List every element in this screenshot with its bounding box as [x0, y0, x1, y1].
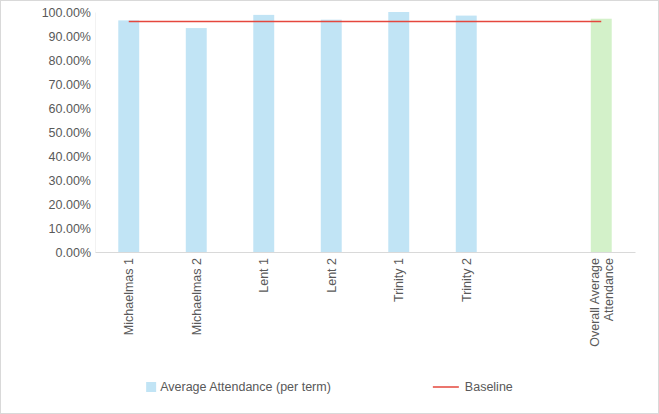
- y-tick: 90.00%: [49, 30, 95, 44]
- legend-item: Average Attendance (per term): [146, 380, 331, 394]
- baseline-line: [129, 21, 602, 23]
- x-tick: Lent 1: [257, 252, 271, 293]
- y-tick-label: 90.00%: [49, 30, 91, 44]
- y-tick-label: 70.00%: [49, 78, 91, 92]
- x-tick-label: Lent 2: [325, 258, 339, 293]
- y-tick: 30.00%: [49, 174, 95, 188]
- legend-swatch: [146, 382, 156, 392]
- legend: Average Attendance (per term) Baseline: [146, 380, 513, 394]
- bar: [186, 28, 207, 252]
- x-tick: Trinity 2: [460, 252, 474, 302]
- y-tick: 70.00%: [49, 78, 95, 92]
- y-tick-label: 100.00%: [42, 6, 91, 20]
- x-tick: Michaelmas 2: [190, 252, 204, 335]
- y-tick: 50.00%: [49, 126, 95, 140]
- bar: [253, 15, 274, 252]
- y-tick: 60.00%: [49, 102, 95, 116]
- bar: [456, 16, 477, 252]
- bar: [118, 20, 139, 252]
- y-tick-label: 80.00%: [49, 54, 91, 68]
- legend-label: Average Attendance (per term): [160, 380, 331, 394]
- chart-border: [1, 1, 659, 414]
- y-tick-label: 10.00%: [49, 222, 91, 236]
- x-tick-label: Overall AverageAttendance: [588, 258, 616, 347]
- x-tick-label: Michaelmas 2: [190, 258, 204, 335]
- x-tick: Lent 2: [325, 252, 339, 293]
- y-tick-label: 50.00%: [49, 126, 91, 140]
- legend-label: Baseline: [465, 380, 513, 394]
- x-tick: Trinity 1: [392, 252, 406, 302]
- x-axis-line: [96, 252, 636, 253]
- bar-series: [118, 12, 611, 252]
- y-tick: 10.00%: [49, 222, 95, 236]
- bar: [591, 19, 612, 252]
- bar: [321, 20, 342, 252]
- bar: [388, 12, 409, 252]
- y-tick-label: 40.00%: [49, 150, 91, 164]
- y-axis-line: [95, 13, 96, 253]
- x-tick-label: Michaelmas 1: [122, 258, 136, 335]
- x-tick-label: Trinity 1: [392, 258, 406, 302]
- x-tick-label: Lent 1: [257, 258, 271, 293]
- x-axis: Michaelmas 1 Michaelmas 2 Lent 1 Lent 2 Trin…: [96, 252, 636, 347]
- legend-swatch: [433, 386, 459, 388]
- y-tick-label: 0.00%: [56, 246, 91, 260]
- y-tick: 0.00%: [56, 246, 95, 260]
- y-tick-label: 30.00%: [49, 174, 91, 188]
- y-tick-label: 60.00%: [49, 102, 91, 116]
- legend-item: Baseline: [433, 380, 513, 394]
- x-tick: Overall AverageAttendance: [588, 252, 616, 347]
- y-tick: 100.00%: [42, 6, 95, 20]
- x-tick: Michaelmas 1: [122, 252, 136, 335]
- y-tick: 80.00%: [49, 54, 95, 68]
- y-tick: 40.00%: [49, 150, 95, 164]
- chart: 0.00% 10.00% 20.00% 30.00% 40.00% 50.00% 60.00…: [0, 0, 659, 414]
- y-axis: 0.00% 10.00% 20.00% 30.00% 40.00% 50.00% 60.00…: [42, 6, 96, 260]
- y-tick-label: 20.00%: [49, 198, 91, 212]
- y-tick: 20.00%: [49, 198, 95, 212]
- plot-area: [118, 12, 611, 252]
- x-tick-label: Trinity 2: [460, 258, 474, 302]
